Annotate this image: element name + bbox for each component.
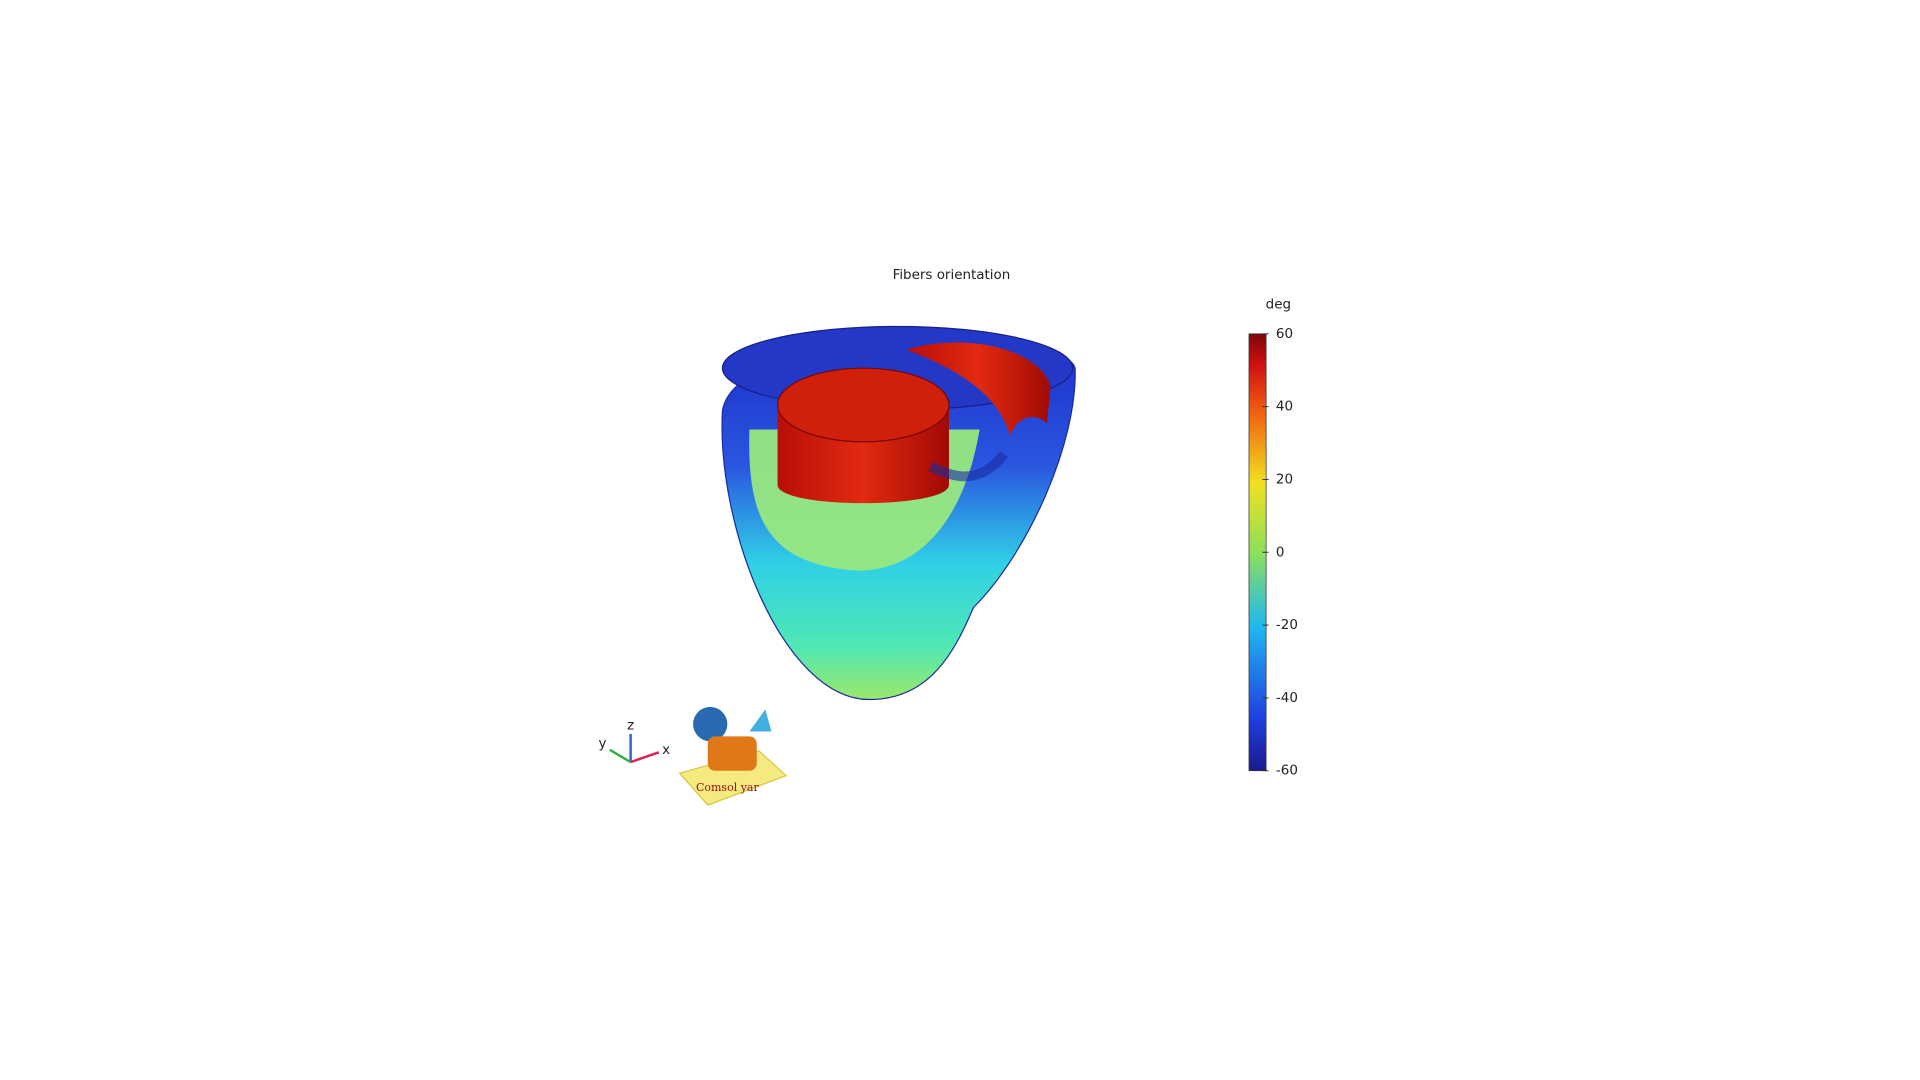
z-axis-label: z (627, 717, 634, 733)
plot-title: Fibers orientation (893, 267, 1011, 283)
colorbar-tick-label: 60 (1276, 326, 1293, 342)
y-axis-label: y (598, 736, 606, 752)
x-axis-arrow (630, 751, 660, 764)
logo: Comsol yar (678, 706, 788, 806)
colorbar-tick-label: 20 (1276, 471, 1293, 487)
colorbar-tick-label: 0 (1276, 544, 1285, 560)
colorbar-unit: deg (1266, 296, 1291, 312)
colorbar: deg -60 -40 -20 0 20 40 60 (1248, 296, 1298, 779)
colorbar-tick-label: -60 (1276, 763, 1298, 779)
y-axis-arrow (609, 748, 632, 764)
heart-model (721, 325, 1076, 701)
axis-triad: z x y (598, 717, 670, 764)
colorbar-tick-label: -40 (1276, 690, 1298, 706)
colorbar-tick-label: -20 (1276, 617, 1298, 633)
logo-text: Comsol yar (696, 781, 760, 794)
colorbar-tick-label: 40 (1276, 399, 1293, 415)
x-axis-label: x (662, 742, 670, 758)
